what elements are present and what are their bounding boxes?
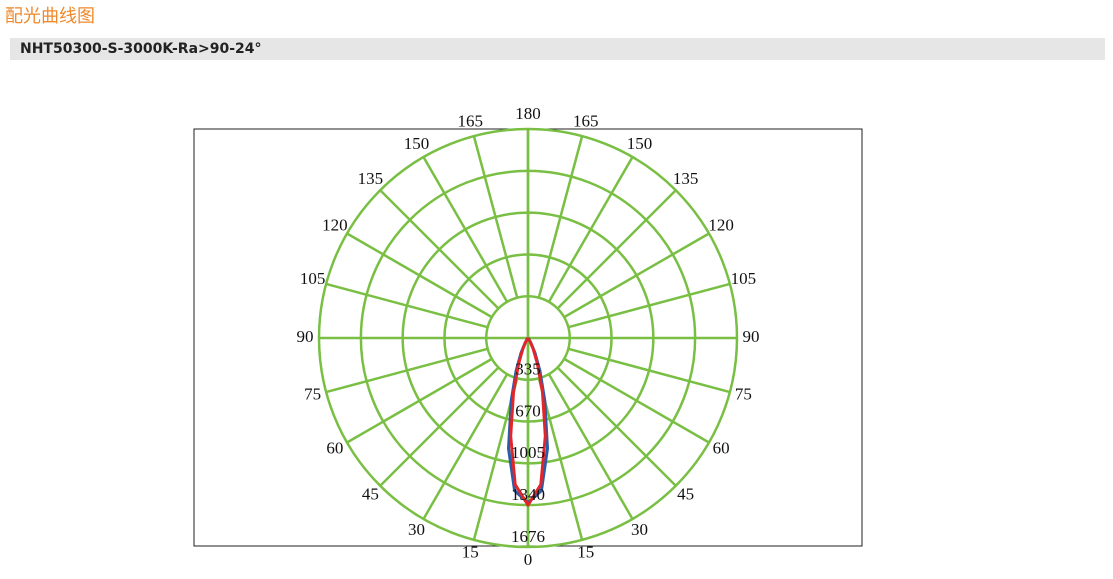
grid-spoke	[325, 282, 488, 329]
radial-label: 1340	[511, 485, 545, 504]
angle-label: 75	[304, 385, 321, 404]
page-title: 配光曲线图	[5, 6, 95, 27]
radial-label: 1005	[511, 443, 545, 462]
angle-label: 45	[677, 485, 694, 504]
subtitle: NHT50300-S-3000K-Ra>90-24°	[20, 41, 262, 57]
grid-spoke	[563, 357, 710, 444]
grid-spoke	[422, 373, 509, 520]
angle-label: 90	[297, 327, 314, 346]
angle-label: 30	[631, 520, 648, 539]
angle-label: 15	[462, 542, 479, 561]
angle-label: 15	[577, 542, 594, 561]
grid-spoke	[346, 357, 493, 444]
grid-spoke	[568, 282, 731, 329]
subtitle-bar: NHT50300-S-3000K-Ra>90-24°	[10, 38, 1105, 60]
grid-spoke	[422, 156, 509, 303]
grid-spoke	[537, 135, 584, 298]
angle-label: 105	[731, 269, 757, 288]
grid-spoke	[556, 189, 677, 310]
grid-spoke	[563, 232, 710, 319]
angle-label: 135	[358, 169, 384, 188]
angle-label: 150	[404, 134, 430, 153]
angle-label: 45	[362, 485, 379, 504]
angle-label: 165	[573, 112, 599, 131]
grid-spoke	[346, 232, 493, 319]
angle-label: 120	[708, 215, 734, 234]
angle-label: 90	[743, 327, 760, 346]
angle-label: 120	[322, 215, 348, 234]
radial-label: 335	[515, 360, 541, 379]
angle-label: 75	[735, 385, 752, 404]
grid-spoke	[547, 373, 634, 520]
angle-label: 150	[627, 134, 653, 153]
angle-label: 135	[673, 169, 699, 188]
angle-label: 180	[515, 104, 541, 123]
grid-spoke	[379, 189, 500, 310]
angle-label: 60	[326, 438, 343, 457]
grid-spoke	[568, 347, 731, 394]
radial-label: 670	[515, 401, 541, 420]
angle-label: 60	[713, 438, 730, 457]
grid-spoke	[556, 366, 677, 487]
grid-spoke	[547, 156, 634, 303]
grid-spoke	[379, 366, 500, 487]
angle-label: 0	[524, 550, 533, 569]
angle-label: 165	[458, 112, 484, 131]
curve	[509, 336, 547, 507]
radial-label: 1676	[511, 527, 545, 546]
angle-label: 30	[408, 520, 425, 539]
angle-label: 105	[300, 269, 326, 288]
grid-spoke	[472, 135, 519, 298]
grid-spoke	[325, 347, 488, 394]
